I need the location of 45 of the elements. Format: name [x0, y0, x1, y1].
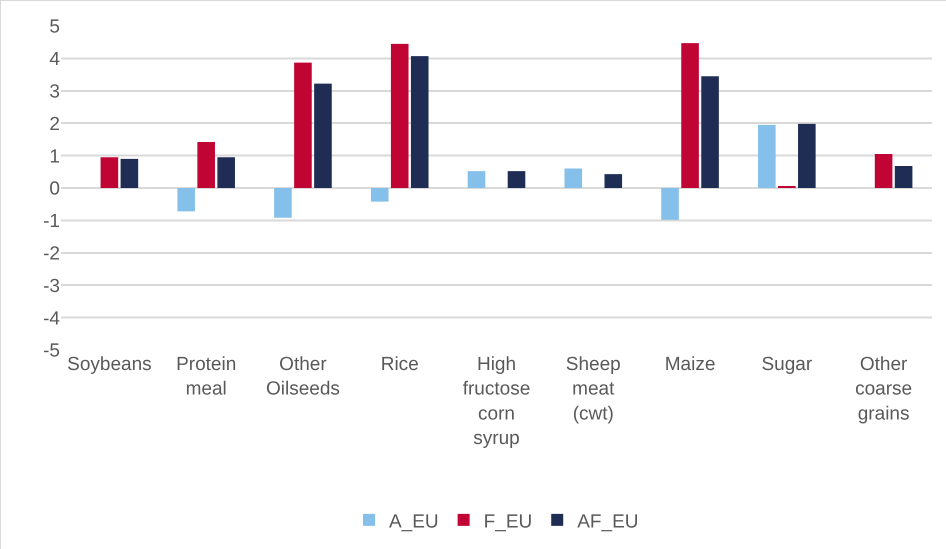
bar	[314, 84, 332, 188]
bar	[758, 124, 776, 188]
bar	[370, 188, 389, 202]
bar	[100, 157, 118, 188]
x-tick-label: High fructose corn syrup	[462, 354, 530, 450]
y-tick-label: 4	[49, 49, 60, 70]
x-tick-label: Other coarse grains	[855, 354, 912, 424]
y-tick-label: 5	[49, 16, 60, 38]
bar	[661, 188, 679, 220]
bar	[410, 56, 429, 188]
y-tick-label: 3	[49, 81, 60, 102]
y-tick-label: -5	[43, 340, 60, 362]
bar	[508, 171, 526, 188]
bar	[701, 76, 719, 188]
bar	[564, 168, 582, 188]
legend-label: F_EU	[484, 511, 532, 532]
bar	[294, 62, 312, 188]
y-tick-label: 0	[49, 178, 60, 200]
bar	[177, 188, 195, 212]
bar	[390, 44, 409, 188]
bar	[894, 166, 912, 188]
x-tick-label: Rice	[380, 354, 419, 375]
bar	[874, 154, 892, 188]
bar	[120, 158, 138, 188]
x-tick-label: Other Oilseeds	[266, 354, 340, 400]
x-tick-label: Sugar	[761, 354, 813, 375]
bar	[604, 174, 622, 188]
bar	[197, 142, 215, 188]
y-tick-label: -2	[43, 243, 60, 264]
bar	[798, 124, 816, 188]
legend-label: AF_EU	[577, 511, 638, 532]
bar	[681, 43, 699, 188]
legend-label: A_EU	[389, 511, 439, 532]
bar	[274, 188, 292, 218]
x-tick-label: Sheep meat (cwt)	[566, 354, 621, 424]
y-tick-label: -1	[43, 211, 60, 232]
bar	[217, 157, 235, 188]
bar	[468, 171, 486, 188]
y-tick-label: -3	[43, 276, 60, 297]
y-tick-label: 1	[49, 146, 60, 168]
y-tick-label: 2	[49, 114, 60, 135]
x-tick-label: Protein meal	[176, 354, 236, 400]
x-tick-label: Maize	[664, 354, 716, 375]
y-tick-label: -4	[43, 308, 60, 330]
x-tick-label: Soybeans	[67, 354, 152, 375]
